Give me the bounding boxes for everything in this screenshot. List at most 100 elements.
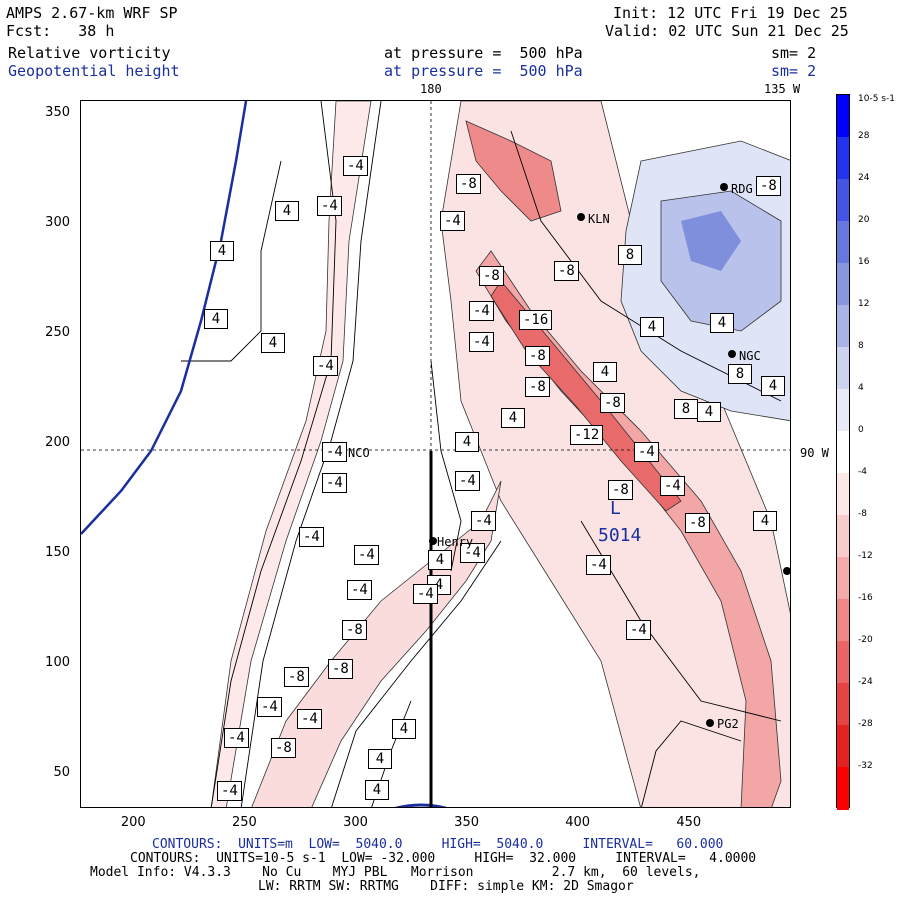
colorbar-segment	[837, 725, 849, 768]
footer-height-contours: CONTOURS: UNITS=m LOW= 5040.0 HIGH= 5040…	[152, 837, 724, 852]
colorbar-label: -24	[858, 677, 873, 687]
contour-value-label: -12	[570, 425, 604, 445]
y-tick-label: 100	[45, 654, 70, 670]
colorbar-segment	[837, 95, 849, 138]
contour-value-label: 8	[674, 399, 698, 419]
x-tick-label: 250	[231, 815, 257, 830]
contour-value-label: -4	[626, 620, 651, 640]
colorbar-label: -8	[858, 509, 867, 519]
colorbar-segment	[837, 641, 849, 684]
y-tick-label: 300	[45, 215, 70, 231]
contour-value-label: 4	[455, 432, 479, 452]
init-time: Init: 12 UTC Fri 19 Dec 25	[613, 4, 848, 22]
contour-value-label: -4	[660, 476, 685, 496]
lon-label-135w: 135 W	[764, 82, 801, 96]
contour-value-label: -8	[685, 513, 710, 533]
contour-value-label: -4	[343, 156, 368, 176]
contour-value-label: 4	[753, 511, 777, 531]
contour-value-label: -8	[525, 346, 550, 366]
x-tick-label: 350	[454, 815, 479, 830]
colorbar-label: -4	[858, 467, 867, 477]
contour-value-label: -8	[608, 480, 633, 500]
contour-value-label: -4	[317, 196, 342, 216]
contour-value-label: 8	[728, 364, 752, 384]
colorbar-segment	[837, 179, 849, 222]
model-title: AMPS 2.67-km WRF SP	[6, 4, 178, 22]
contour-value-label: 4	[710, 313, 734, 333]
colorbar-label: -12	[858, 551, 873, 561]
colorbar-label: 4	[858, 383, 864, 393]
contour-value-label: -4	[634, 442, 659, 462]
field2-name: Geopotential height	[8, 62, 180, 80]
contour-value-label: 4	[275, 201, 299, 221]
low-pressure-symbol: L	[610, 498, 621, 519]
positive-vorticity-spot	[681, 211, 741, 271]
station-dot-rdg	[720, 183, 728, 191]
colorbar-segment	[837, 221, 849, 264]
contour-value-label: -4	[455, 471, 480, 491]
station-label-nco: NCO	[348, 446, 370, 460]
contour-lines	[181, 101, 782, 807]
station-dot-kln	[577, 213, 585, 221]
field1-smoothing: sm= 2	[771, 44, 817, 62]
colorbar-unit: 10-5 s-1	[858, 94, 895, 104]
low-pressure-value: 5014	[598, 525, 642, 546]
northern-trough-shade	[465, 120, 562, 222]
contour-value-label: 4	[761, 376, 785, 396]
contour-value-label: -4	[313, 356, 338, 376]
contour-value-label: -4	[413, 584, 438, 604]
contour-value-label: 4	[365, 780, 389, 800]
contour-value-label: -8	[600, 393, 625, 413]
colorbar-label: -20	[858, 635, 873, 645]
y-tick-label: 250	[45, 325, 70, 341]
contour-value-label: -4	[322, 473, 347, 493]
colorbar-label: 8	[858, 341, 864, 351]
contour-value-label: -4	[217, 781, 242, 801]
colorbar-segment	[837, 137, 849, 180]
station-dot-ngc	[728, 350, 736, 358]
contour-value-label: 8	[618, 245, 642, 265]
forecast-hour: Fcst: 38 h	[6, 22, 115, 40]
contour-value-label: 4	[261, 333, 285, 353]
contour-value-label: -8	[328, 659, 353, 679]
station-dot-east	[783, 567, 790, 575]
contour-value-label: -4	[257, 697, 282, 717]
contour-value-label: -4	[586, 555, 611, 575]
colorbar-segment	[837, 431, 849, 474]
contour-value-label: 4	[593, 362, 617, 382]
geopotential-contour	[81, 101, 248, 535]
colorbar-segment	[837, 389, 849, 432]
y-tick-label: 350	[45, 105, 70, 121]
footer-model-info: Model Info: V4.3.3 No Cu MYJ PBL Morriso…	[90, 865, 701, 880]
field2-smoothing: sm= 2	[771, 62, 817, 80]
contour-value-label: -16	[519, 310, 553, 330]
contour-value-label: -8	[525, 377, 550, 397]
contour-value-label: -8	[342, 620, 367, 640]
footer-physics-info: LW: RRTM SW: RRTMG DIFF: simple KM: 2D S…	[258, 879, 634, 894]
station-dot-henry	[429, 537, 437, 545]
contour-value-label: -8	[456, 174, 481, 194]
contour-value-label: 4	[392, 719, 416, 739]
y-tick-label: 50	[53, 764, 70, 780]
x-tick-label: 450	[676, 815, 702, 830]
contour-value-label: -4	[469, 301, 494, 321]
y-tick-label: 200	[45, 435, 70, 450]
colorbar-label: 24	[858, 173, 870, 183]
contour-value-label: -4	[471, 511, 496, 531]
station-label-pg2: PG2	[717, 717, 739, 731]
field1-level: at pressure = 500 hPa	[384, 44, 583, 62]
station-label-ngc: NGC	[739, 349, 761, 363]
x-tick-label: 300	[343, 815, 368, 830]
contour-value-label: -8	[554, 261, 579, 281]
colorbar-label: 12	[858, 299, 870, 309]
colorbar-segment	[837, 473, 849, 516]
colorbar	[836, 94, 850, 810]
colorbar-segment	[837, 515, 849, 558]
colorbar-label: 28	[858, 131, 870, 141]
contour-value-label: -8	[756, 176, 781, 196]
contour-value-label: -4	[440, 211, 465, 231]
colorbar-segment	[837, 305, 849, 348]
contour-value-label: -4	[347, 580, 372, 600]
colorbar-segment	[837, 767, 849, 810]
field2-level: at pressure = 500 hPa	[384, 62, 583, 80]
